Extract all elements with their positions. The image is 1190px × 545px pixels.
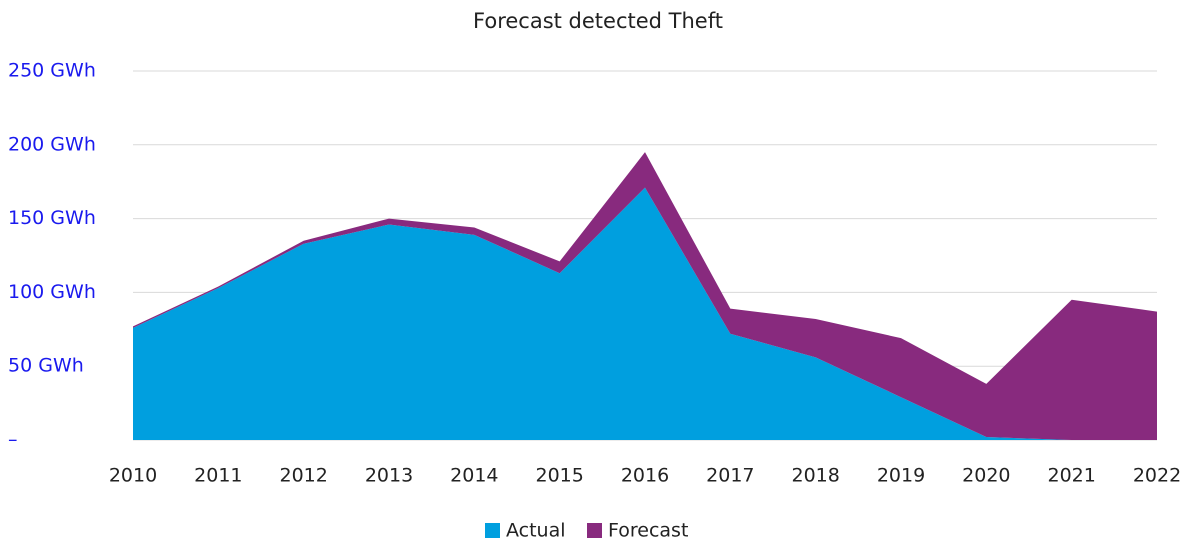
x-tick-label: 2022 bbox=[1133, 465, 1181, 487]
x-tick-label: 2021 bbox=[1047, 465, 1095, 487]
x-tick-label: 2015 bbox=[535, 465, 583, 487]
chart-title: Forecast detected Theft bbox=[473, 9, 723, 33]
x-tick-label: 2012 bbox=[279, 465, 327, 487]
y-tick-label: – bbox=[8, 429, 18, 451]
x-tick-label: 2018 bbox=[791, 465, 839, 487]
x-tick-label: 2011 bbox=[194, 465, 242, 487]
y-tick-label: 250 GWh bbox=[8, 60, 96, 82]
x-tick-label: 2013 bbox=[365, 465, 413, 487]
x-tick-label: 2019 bbox=[877, 465, 925, 487]
legend-label: Actual bbox=[506, 520, 566, 542]
x-tick-label: 2020 bbox=[962, 465, 1010, 487]
legend-swatch bbox=[485, 523, 500, 538]
y-tick-label: 150 GWh bbox=[8, 207, 96, 229]
area bbox=[133, 152, 1157, 440]
legend-swatch bbox=[587, 523, 602, 538]
area bbox=[133, 187, 1157, 440]
x-tick-label: 2017 bbox=[706, 465, 754, 487]
y-tick-label: 100 GWh bbox=[8, 281, 96, 303]
x-tick-label: 2010 bbox=[109, 465, 157, 487]
y-tick-label: 50 GWh bbox=[8, 355, 84, 377]
x-tick-label: 2016 bbox=[621, 465, 669, 487]
y-tick-label: 200 GWh bbox=[8, 133, 96, 155]
x-tick-label: 2014 bbox=[450, 465, 498, 487]
legend-label: Forecast bbox=[608, 520, 688, 542]
